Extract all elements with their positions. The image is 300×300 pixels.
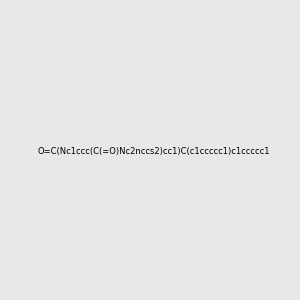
Text: O=C(Nc1ccc(C(=O)Nc2nccs2)cc1)C(c1ccccc1)c1ccccc1: O=C(Nc1ccc(C(=O)Nc2nccs2)cc1)C(c1ccccc1)… (38, 147, 270, 156)
